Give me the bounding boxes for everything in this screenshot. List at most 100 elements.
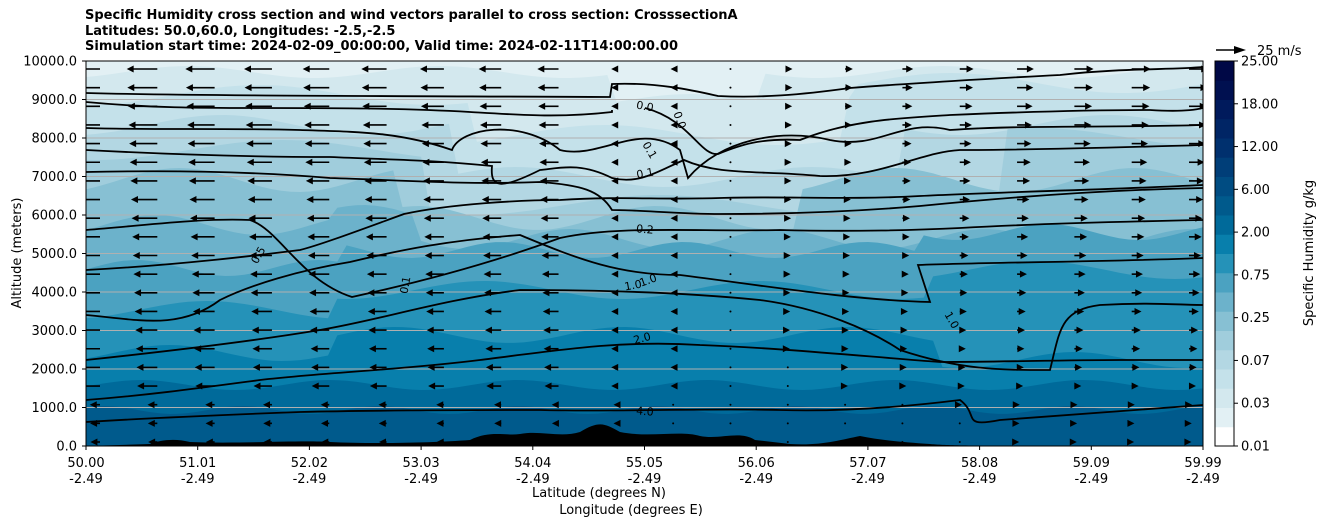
wind-arrow [246, 140, 272, 148]
wind-arrow [786, 385, 789, 388]
y-tick-label: 10000.0 [23, 55, 77, 70]
wind-arrow [902, 121, 912, 129]
wind-arrow [900, 307, 908, 315]
wind-arrow [670, 158, 678, 166]
wind-arrow [424, 252, 444, 259]
wind-arrow [729, 422, 732, 425]
wind-arrow [1017, 252, 1028, 259]
wind-arrow [421, 140, 444, 148]
wind-arrow [539, 140, 559, 148]
wind-arrow [672, 403, 675, 406]
y-tick-label: 3000.0 [32, 324, 78, 339]
contour-label: 0.2 [636, 222, 655, 236]
wind-arrow [844, 422, 847, 425]
wind-arrow [252, 345, 272, 353]
wind-arrow [423, 196, 444, 204]
wind-arrow [368, 345, 387, 353]
wind-arrow [845, 102, 853, 110]
wind-arrow [189, 196, 215, 204]
x-tick-label-lon: -2.49 [739, 472, 773, 487]
wind-arrow [247, 177, 272, 185]
wind-arrow [544, 363, 559, 371]
contour-label: 1.0 [623, 278, 642, 294]
colorbar-swatch [1215, 272, 1234, 293]
wind-arrow [1070, 419, 1078, 427]
wind-arrow [379, 438, 387, 446]
wind-arrow [419, 65, 444, 73]
wind-arrow [1184, 419, 1192, 427]
wind-arrow [672, 422, 675, 425]
wind-arrow [251, 326, 272, 334]
wind-arrow [729, 385, 732, 388]
wind-arrow [670, 84, 678, 92]
colorbar-tick-label: 2.00 [1241, 226, 1270, 241]
wind-arrow [729, 254, 732, 257]
wind-arrow [539, 158, 559, 166]
contour-line [86, 399, 1203, 424]
wind-arrow [251, 307, 272, 315]
wind-arrow [1131, 382, 1139, 390]
wind-arrow [1189, 196, 1203, 204]
wind-arrow [423, 214, 444, 222]
wind-arrow [310, 326, 330, 334]
wind-arrow [368, 326, 387, 334]
wind-arrow [425, 270, 444, 278]
wind-arrow [899, 363, 907, 371]
wind-arrow [842, 307, 850, 315]
wind-arrow [426, 326, 444, 334]
wind-arrow [191, 270, 215, 278]
wind-arrow [494, 419, 502, 427]
wind-arrow [248, 214, 272, 222]
wind-arrow [367, 307, 387, 315]
wind-arrow [126, 65, 158, 73]
wind-arrow [959, 252, 969, 259]
title-line-1: Specific Humidity cross section and wind… [85, 8, 738, 23]
wind-arrow [485, 345, 502, 353]
wind-arrow [311, 363, 330, 371]
wind-arrow [1189, 102, 1203, 110]
wind-arrow [193, 326, 215, 334]
wind-arrow [192, 307, 215, 315]
wind-arrow [363, 140, 387, 148]
colorbar-swatch [1215, 195, 1234, 216]
x-tick-label-lon: -2.49 [1186, 472, 1220, 487]
wind-arrow [670, 214, 678, 222]
colorbar-swatch [1215, 138, 1234, 158]
wind-arrow [494, 438, 502, 446]
wind-arrow [481, 177, 502, 185]
wind-arrow [86, 198, 100, 201]
wind-arrow [249, 233, 272, 241]
contour-label: 0.1 [635, 166, 654, 182]
wind-arrow [729, 403, 732, 406]
y-tick-label: 8000.0 [32, 132, 78, 147]
wind-arrow [436, 401, 444, 409]
wind-arrow [841, 363, 849, 371]
wind-arrow [369, 382, 387, 390]
wind-arrow [841, 326, 849, 334]
wind-arrow [729, 86, 732, 89]
wind-arrow [132, 233, 158, 241]
wind-arrow [1189, 307, 1199, 315]
wind-arrow [247, 196, 272, 204]
wind-arrow [842, 252, 850, 259]
wind-arrow [902, 102, 913, 110]
wind-arrow [844, 177, 852, 185]
wind-arrow [902, 252, 910, 259]
wind-arrow [421, 121, 444, 129]
wind-arrow [670, 270, 678, 278]
terrain-profile [86, 424, 1203, 446]
wind-arrow [844, 403, 847, 406]
wind-arrow [551, 401, 559, 409]
wind-arrow [195, 382, 215, 390]
wind-arrow [551, 419, 559, 427]
wind-arrow [729, 179, 732, 182]
colorbar-tick-label: 12.00 [1241, 140, 1278, 155]
wind-arrow [611, 307, 619, 315]
wind-arrow [901, 441, 904, 443]
wind-arrow [1131, 307, 1142, 315]
wind-arrow [542, 289, 559, 297]
wind-arrow [1189, 84, 1203, 92]
wind-arrow [959, 158, 971, 166]
wind-arrow [670, 382, 678, 390]
wind-arrow [959, 65, 974, 73]
